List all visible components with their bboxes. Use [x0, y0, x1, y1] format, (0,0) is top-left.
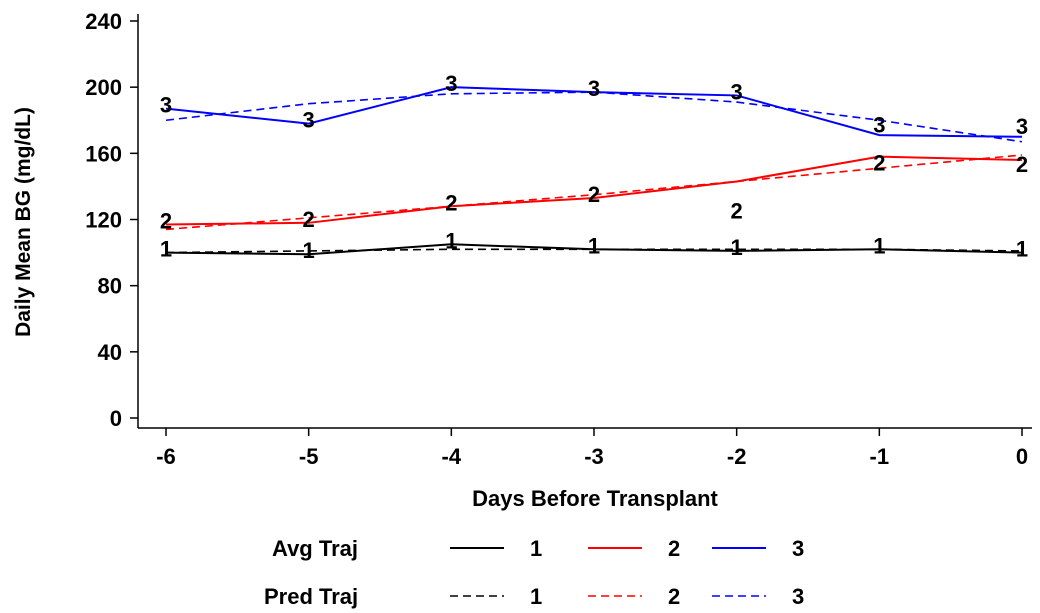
point-label-2: 2 — [160, 208, 172, 233]
legend-label-3: 3 — [792, 584, 804, 609]
point-label-3: 3 — [731, 79, 743, 104]
pred-traj-line-3 — [165, 91, 1023, 143]
pred-traj-line-2 — [165, 154, 1023, 231]
x-axis-ticks: -6 -5 -4 -3 -2 -1 0 — [156, 428, 1028, 469]
legend: Avg Traj Pred Traj 1 2 3 1 2 3 — [264, 536, 804, 609]
point-label-3: 3 — [160, 93, 172, 118]
point-label-3: 3 — [445, 71, 457, 96]
point-label-2: 2 — [873, 151, 885, 176]
x-tick-label: -1 — [870, 444, 890, 469]
y-tick-label: 120 — [85, 208, 122, 233]
x-tick-label: -2 — [727, 444, 747, 469]
point-label-2: 2 — [445, 190, 457, 215]
legend-label-1: 1 — [530, 536, 542, 561]
y-tick-label: 160 — [85, 141, 122, 166]
point-label-2: 2 — [588, 182, 600, 207]
point-label-2: 2 — [1016, 152, 1028, 177]
avg-traj-line-2 — [165, 155, 1023, 226]
legend-label-1: 1 — [530, 584, 542, 609]
avg-traj-line-1 — [165, 243, 1023, 256]
series-lines — [165, 86, 1023, 256]
point-label-3: 3 — [873, 113, 885, 138]
point-label-1: 1 — [1016, 237, 1028, 262]
y-tick-label: 40 — [98, 340, 122, 365]
x-tick-label: -5 — [299, 444, 319, 469]
legend-label-3: 3 — [792, 536, 804, 561]
x-tick-label: -3 — [584, 444, 604, 469]
y-axis-ticks: 0 40 80 120 160 200 240 — [85, 9, 138, 431]
y-tick-label: 80 — [98, 274, 122, 299]
point-label-1: 1 — [873, 233, 885, 258]
x-tick-label: -4 — [442, 444, 462, 469]
x-tick-label: -6 — [156, 444, 176, 469]
legend-items: 1 2 3 1 2 3 — [450, 536, 804, 609]
y-tick-label: 0 — [110, 406, 122, 431]
y-axis-title: Daily Mean BG (mg/dL) — [12, 107, 35, 337]
y-tick-label: 200 — [85, 75, 122, 100]
x-axis-title: Days Before Transplant — [472, 486, 718, 511]
point-label-1: 1 — [445, 228, 457, 253]
legend-label-2: 2 — [668, 536, 680, 561]
point-label-2: 2 — [303, 207, 315, 232]
y-tick-label: 240 — [85, 9, 122, 34]
x-tick-label: 0 — [1016, 444, 1028, 469]
plot-area: 0 40 80 120 160 200 240 -6 -5 -4 -3 -2 -1 0 1 1 1 1 1 1 1 2… — [85, 9, 1032, 469]
point-label-2: 2 — [731, 199, 743, 224]
point-label-1: 1 — [303, 238, 315, 263]
point-labels: 1 1 1 1 1 1 1 2 2 2 2 2 2 2 3 3 3 3 3 3 3 — [160, 71, 1028, 263]
point-label-3: 3 — [1016, 114, 1028, 139]
point-label-3: 3 — [303, 108, 315, 133]
point-label-1: 1 — [588, 233, 600, 258]
point-label-3: 3 — [588, 76, 600, 101]
legend-title-avg: Avg Traj — [272, 536, 358, 561]
legend-label-2: 2 — [668, 584, 680, 609]
point-label-1: 1 — [160, 237, 172, 262]
legend-title-pred: Pred Traj — [264, 584, 358, 609]
point-label-1: 1 — [731, 235, 743, 260]
